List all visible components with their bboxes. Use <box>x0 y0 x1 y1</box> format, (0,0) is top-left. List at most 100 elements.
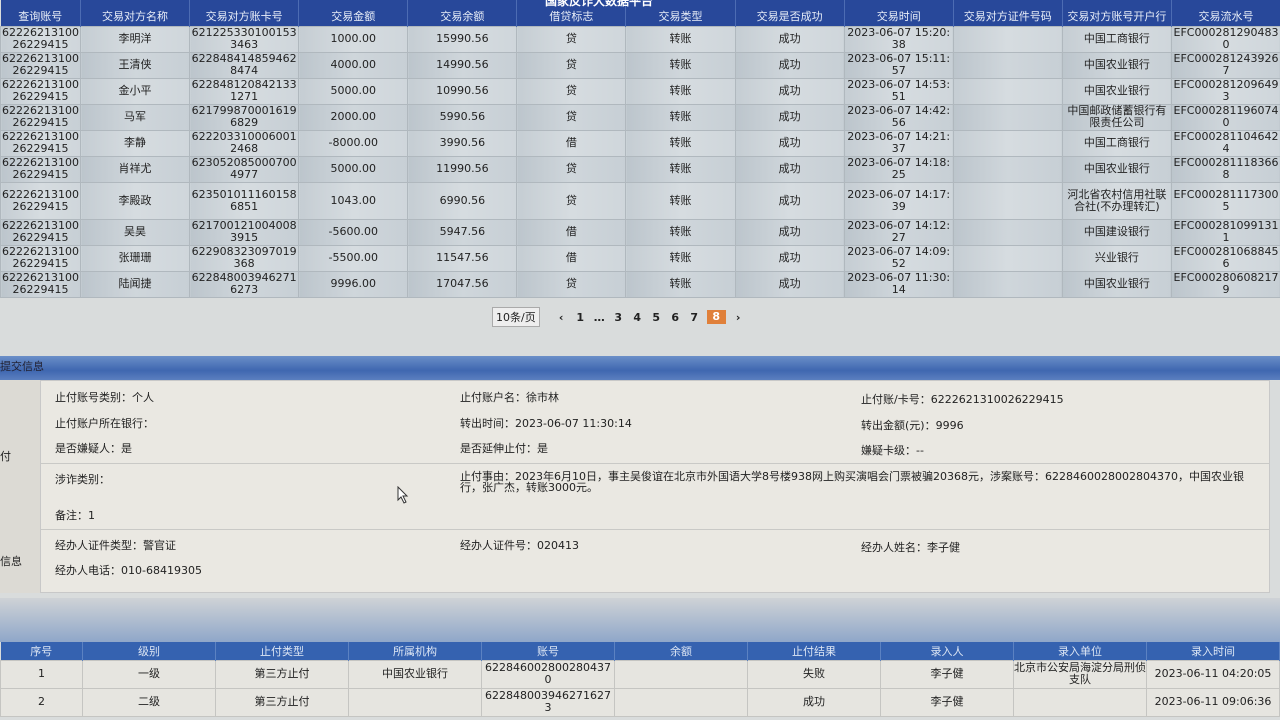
table-cell: 2023-06-07 14:42:56 <box>843 103 954 131</box>
table-cell: 成功 <box>734 103 845 131</box>
column-header[interactable]: 止付类型 <box>215 642 349 660</box>
table-row: 6222621310026229415 李殿政 623501011160158685… <box>0 181 1280 220</box>
page-3[interactable]: 3 <box>614 310 623 324</box>
stop-payment-header <box>0 598 1280 642</box>
table-cell: 第三方止付 <box>215 687 349 717</box>
column-header[interactable]: 交易对方证件号码 <box>953 0 1063 26</box>
column-header[interactable]: 账号 <box>481 642 615 660</box>
table-cell <box>614 687 748 717</box>
table-row: 6222621310026229415 陆闻捷 622848003946271627… <box>0 270 1280 298</box>
submit-info-panel: 止付账号类别：个人 止付账户名：徐市林 止付账/卡号：6222621310026… <box>40 380 1270 593</box>
column-header[interactable]: 借贷标志 <box>516 0 627 26</box>
page-size-select[interactable]: 10条/页 <box>492 307 540 327</box>
column-header[interactable]: 交易时间 <box>844 0 954 26</box>
column-header[interactable]: 交易余额 <box>407 0 518 26</box>
table-cell: 6222621310026229415 <box>0 103 81 131</box>
column-header[interactable]: 余额 <box>614 642 748 660</box>
page-5[interactable]: 5 <box>652 310 661 324</box>
table-cell: 转账 <box>625 218 736 246</box>
table-cell: 2023-06-07 14:53:51 <box>843 77 954 105</box>
table-cell: EFC0002806082179 <box>1170 270 1280 298</box>
page-4[interactable]: 4 <box>633 310 642 324</box>
column-header[interactable]: 交易对方名称 <box>80 0 191 26</box>
table-cell: 6222621310026229415 <box>0 218 81 246</box>
table-cell: 成功 <box>734 77 845 105</box>
table-cell: 1043.00 <box>298 181 409 220</box>
table-cell: 成功 <box>734 218 845 246</box>
column-header[interactable]: 交易类型 <box>625 0 736 26</box>
table-cell: 6212253301001533463 <box>189 25 300 53</box>
table-cell: 5000.00 <box>298 155 409 183</box>
column-header[interactable]: 录入人 <box>880 642 1014 660</box>
table-cell: 6222621310026229415 <box>0 51 81 79</box>
table-cell: 中国农业银行 <box>1061 77 1172 105</box>
left-label: 付 <box>0 450 11 463</box>
table-row: 6222621310026229415 马军 6217998700016196829… <box>0 103 1280 131</box>
column-header[interactable]: 查询账号 <box>0 0 81 26</box>
table-cell: 成功 <box>734 129 845 157</box>
table-cell: 2023-06-07 14:12:27 <box>843 218 954 246</box>
table-cell: 吴昊 <box>79 218 191 246</box>
column-header[interactable]: 序号 <box>0 642 83 660</box>
table-cell: 转账 <box>625 129 736 157</box>
table-cell <box>952 103 1063 131</box>
officer-name: 经办人姓名：李子健 <box>861 541 960 554</box>
table-cell: 2023-06-07 15:20:38 <box>843 25 954 53</box>
table-cell: 成功 <box>734 155 845 183</box>
table-cell: 2023-06-07 14:17:39 <box>843 181 954 220</box>
table-row: 6222621310026229415 肖祥尤 623052085000700497… <box>0 155 1280 183</box>
pagination: 10条/页 ‹ 1 … 3 4 5 6 7 8 › <box>492 307 748 327</box>
table-cell: 6222621310026229415 <box>0 25 81 53</box>
table-row: 6222621310026229415 李静 6222033100060012468… <box>0 129 1280 157</box>
table-cell: 6222621310026229415 <box>0 129 81 157</box>
table-cell: 中国邮政储蓄银行有限责任公司 <box>1061 103 1172 131</box>
column-header[interactable]: 交易金额 <box>298 0 409 26</box>
table-cell: -8000.00 <box>298 129 409 157</box>
table-cell: 马军 <box>79 103 191 131</box>
table-cell: 中国农业银行 <box>1061 155 1172 183</box>
extend: 是否延伸止付：是 <box>460 442 548 455</box>
table-cell: 成功 <box>734 270 845 298</box>
table-cell: 河北省农村信用社联合社(不办理转汇) <box>1061 181 1172 220</box>
page-7[interactable]: 7 <box>690 310 699 324</box>
officer-id-type: 经办人证件类型：警官证 <box>55 539 176 552</box>
table-cell: 17047.56 <box>407 270 518 298</box>
table-row: 6222621310026229415 王清侠 622848414859462847… <box>0 51 1280 79</box>
table-cell: EFC0002811183668 <box>1170 155 1280 183</box>
page-1[interactable]: 1 <box>576 310 585 324</box>
table-row: 6222621310026229415 吴昊 6217001210040083915… <box>0 218 1280 246</box>
table-cell: 5947.56 <box>407 218 518 246</box>
column-header[interactable]: 交易流水号 <box>1171 0 1280 26</box>
page-8[interactable]: 8 <box>706 310 726 324</box>
table-cell: 第三方止付 <box>215 659 349 689</box>
column-header[interactable]: 级别 <box>82 642 216 660</box>
table-cell: 5000.00 <box>298 77 409 105</box>
table-cell: 转账 <box>625 51 736 79</box>
table-cell: 李静 <box>79 129 191 157</box>
table-cell: EFC0002810991311 <box>1170 218 1280 246</box>
next-page-button[interactable]: › <box>735 310 741 324</box>
table-cell <box>952 25 1063 53</box>
table-cell: 借 <box>516 244 627 272</box>
table-cell: 622908323097019368 <box>189 244 300 272</box>
prev-page-button[interactable]: ‹ <box>558 310 564 324</box>
column-header[interactable]: 交易对方账号开户行 <box>1062 0 1172 26</box>
column-header[interactable]: 止付结果 <box>747 642 881 660</box>
table-cell: 6230520850007004977 <box>189 155 300 183</box>
table-cell: 李殿政 <box>79 181 191 220</box>
table-cell <box>614 659 748 689</box>
table-cell: 6235010111601586851 <box>189 181 300 220</box>
column-header[interactable]: 交易对方账卡号 <box>189 0 300 26</box>
stop-payment-table: 序号 级别 止付类型 所属机构 账号 余额 止付结果 录入人 录入单位 录入时间 1 一级 第三方止付… <box>0 642 1280 717</box>
suspect: 是否嫌疑人：是 <box>55 442 132 455</box>
table-cell: 6222621310026229415 <box>0 270 81 298</box>
column-header[interactable]: 交易是否成功 <box>735 0 845 26</box>
table-cell: EFC0002811046424 <box>1170 129 1280 157</box>
page-title: 国家反诈大数据平台 <box>545 0 654 8</box>
column-header[interactable]: 所属机构 <box>348 642 482 660</box>
column-header[interactable]: 录入时间 <box>1146 642 1280 660</box>
table-cell: 14990.56 <box>407 51 518 79</box>
table-cell: EFC0002811960740 <box>1170 103 1280 131</box>
page-6[interactable]: 6 <box>671 310 680 324</box>
column-header[interactable]: 录入单位 <box>1013 642 1147 660</box>
